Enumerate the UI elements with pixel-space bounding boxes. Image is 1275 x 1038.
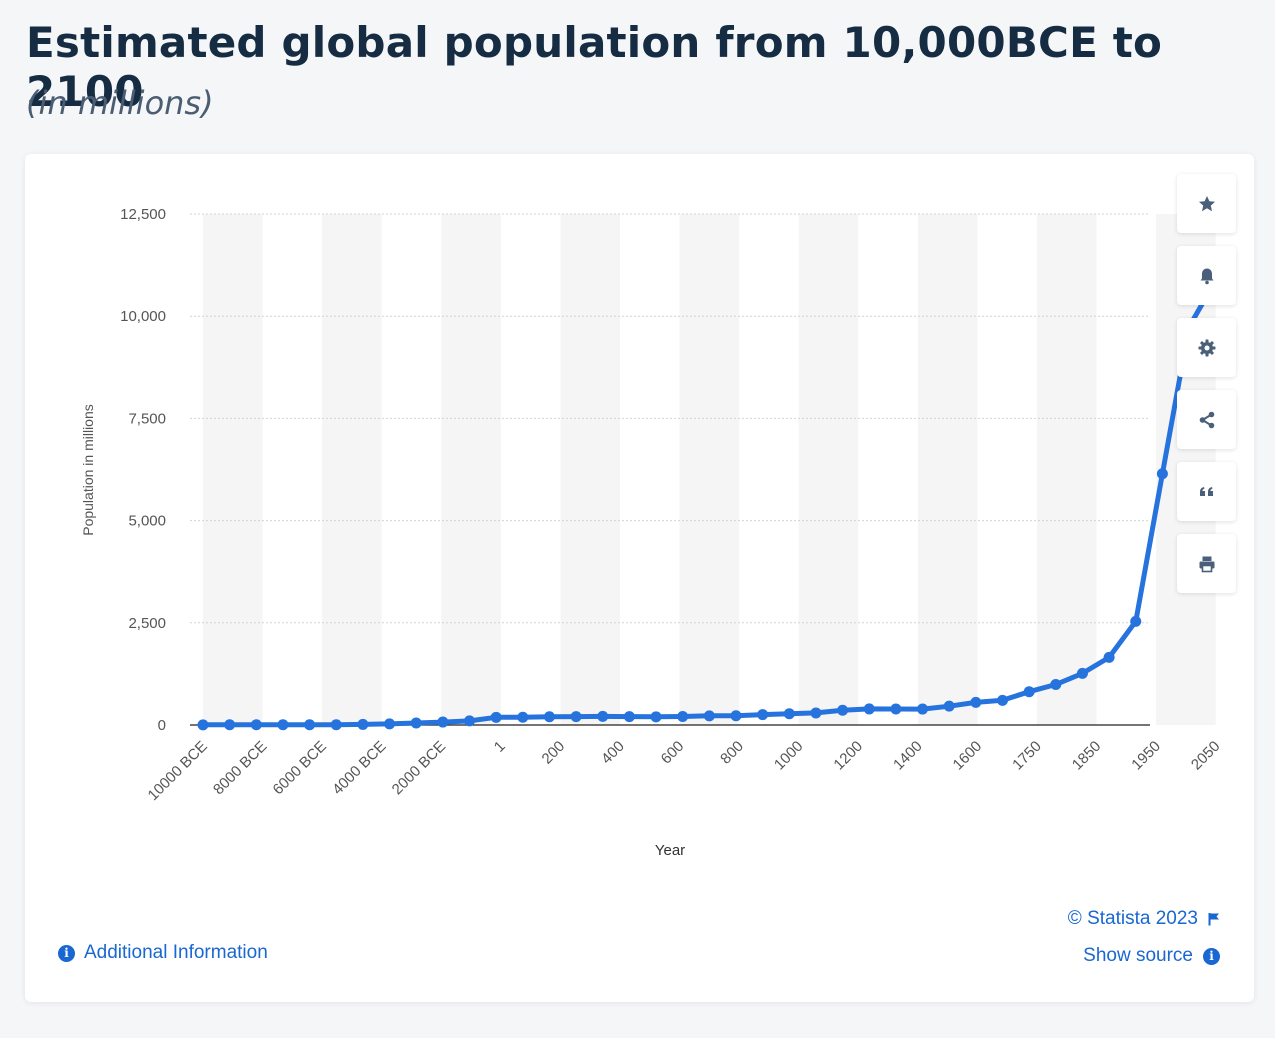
y-tick-label: 12,500 (120, 206, 166, 223)
star-icon (1198, 195, 1215, 211)
background-band (917, 214, 978, 725)
additional-information-link[interactable]: i Additional Information (58, 942, 268, 964)
y-tick-label: 7,500 (128, 410, 166, 427)
data-point[interactable] (1076, 667, 1088, 679)
data-point[interactable] (1023, 686, 1035, 698)
x-tick-label: 200 (539, 738, 569, 768)
cite-button[interactable] (1177, 462, 1236, 521)
x-axis-label: Year (655, 842, 685, 859)
background-band (798, 214, 859, 725)
info-icon: i (1203, 947, 1220, 965)
data-point[interactable] (943, 700, 955, 712)
data-point[interactable] (517, 711, 529, 723)
x-tick-label: 800 (717, 738, 747, 768)
data-point[interactable] (677, 711, 689, 723)
share-icon (1199, 411, 1214, 428)
y-tick-label: 5,000 (128, 513, 166, 530)
flag-icon (1208, 913, 1219, 926)
data-point[interactable] (1130, 615, 1142, 627)
x-tick-label: 2000 BCE (389, 738, 449, 798)
background-band (441, 214, 501, 725)
data-point[interactable] (464, 715, 475, 727)
data-point[interactable] (250, 719, 262, 731)
data-point[interactable] (863, 703, 875, 715)
bell-icon (1200, 268, 1213, 284)
data-point[interactable] (357, 718, 369, 730)
data-point[interactable] (570, 711, 582, 723)
notification-button[interactable] (1177, 246, 1236, 305)
quote-icon (1199, 486, 1213, 496)
x-tick-label: 1600 (950, 738, 986, 774)
gear-icon (1198, 339, 1215, 356)
data-point[interactable] (837, 704, 849, 716)
data-point[interactable] (330, 719, 342, 731)
x-tick-label: 1750 (1009, 738, 1045, 774)
copyright-label: © Statista 2023 (1067, 908, 1198, 929)
additional-information-label: Additional Information (84, 942, 268, 963)
x-tick-label: 1000 (771, 738, 807, 774)
data-point[interactable] (597, 710, 609, 722)
x-tick-label: 10000 BCE (145, 738, 211, 804)
background-band (560, 214, 620, 725)
data-point[interactable] (410, 717, 422, 729)
data-point[interactable] (1103, 651, 1115, 663)
x-tick-label: 1950 (1128, 738, 1164, 774)
chart-toolbar (1177, 174, 1236, 593)
x-tick-label: 400 (598, 738, 628, 768)
x-tick-label: 600 (658, 738, 688, 768)
print-button[interactable] (1177, 534, 1236, 593)
data-point[interactable] (730, 710, 742, 722)
data-point[interactable] (703, 710, 715, 722)
page-subtitle: (in millions) (26, 84, 214, 122)
data-point[interactable] (304, 719, 316, 731)
x-tick-label: 8000 BCE (210, 738, 270, 798)
y-tick-label: 0 (158, 717, 166, 734)
data-point[interactable] (277, 719, 289, 731)
data-point[interactable] (623, 711, 635, 723)
y-axis-label: Population in millions (80, 404, 96, 536)
data-point[interactable] (970, 696, 982, 708)
y-tick-label: 10,000 (120, 308, 166, 325)
data-point[interactable] (650, 711, 662, 723)
data-point[interactable] (224, 719, 236, 731)
data-point[interactable] (810, 707, 822, 719)
x-tick-label: 1200 (830, 738, 866, 774)
data-point[interactable] (1050, 679, 1062, 691)
share-button[interactable] (1177, 390, 1236, 449)
background-band (203, 214, 263, 725)
x-tick-label: 1 (491, 738, 509, 756)
x-tick-label: 6000 BCE (270, 738, 330, 798)
data-point[interactable] (783, 708, 795, 720)
data-point[interactable] (490, 711, 502, 723)
data-point[interactable] (384, 718, 396, 730)
x-tick-label: 2050 (1188, 738, 1224, 774)
settings-button[interactable] (1177, 318, 1236, 377)
info-icon: i (58, 944, 75, 962)
printer-icon (1199, 556, 1214, 572)
background-band (679, 214, 740, 725)
data-point[interactable] (1156, 468, 1168, 480)
x-tick-label: 1400 (890, 738, 926, 774)
data-point[interactable] (437, 716, 449, 728)
x-tick-label: 4000 BCE (329, 738, 389, 798)
background-band (1036, 214, 1097, 725)
data-point[interactable] (917, 703, 929, 715)
chart-card: 0 2,500 5,000 7,500 10,000 12,500 10000 BCE 80… (25, 154, 1254, 1002)
data-point[interactable] (890, 703, 902, 715)
x-tick-label: 1850 (1069, 738, 1105, 774)
favorite-button[interactable] (1177, 174, 1236, 233)
data-point[interactable] (197, 719, 209, 731)
page-title: Estimated global population from 10,000B… (26, 18, 1163, 116)
background-band (322, 214, 382, 725)
copyright[interactable]: © Statista 2023 (1068, 908, 1220, 930)
y-tick-label: 2,500 (128, 615, 166, 632)
show-source-label: Show source (1083, 945, 1193, 966)
data-point[interactable] (997, 694, 1008, 706)
show-source-link[interactable]: Show source i (1083, 945, 1220, 967)
data-point[interactable] (543, 711, 555, 723)
data-point[interactable] (757, 709, 769, 721)
